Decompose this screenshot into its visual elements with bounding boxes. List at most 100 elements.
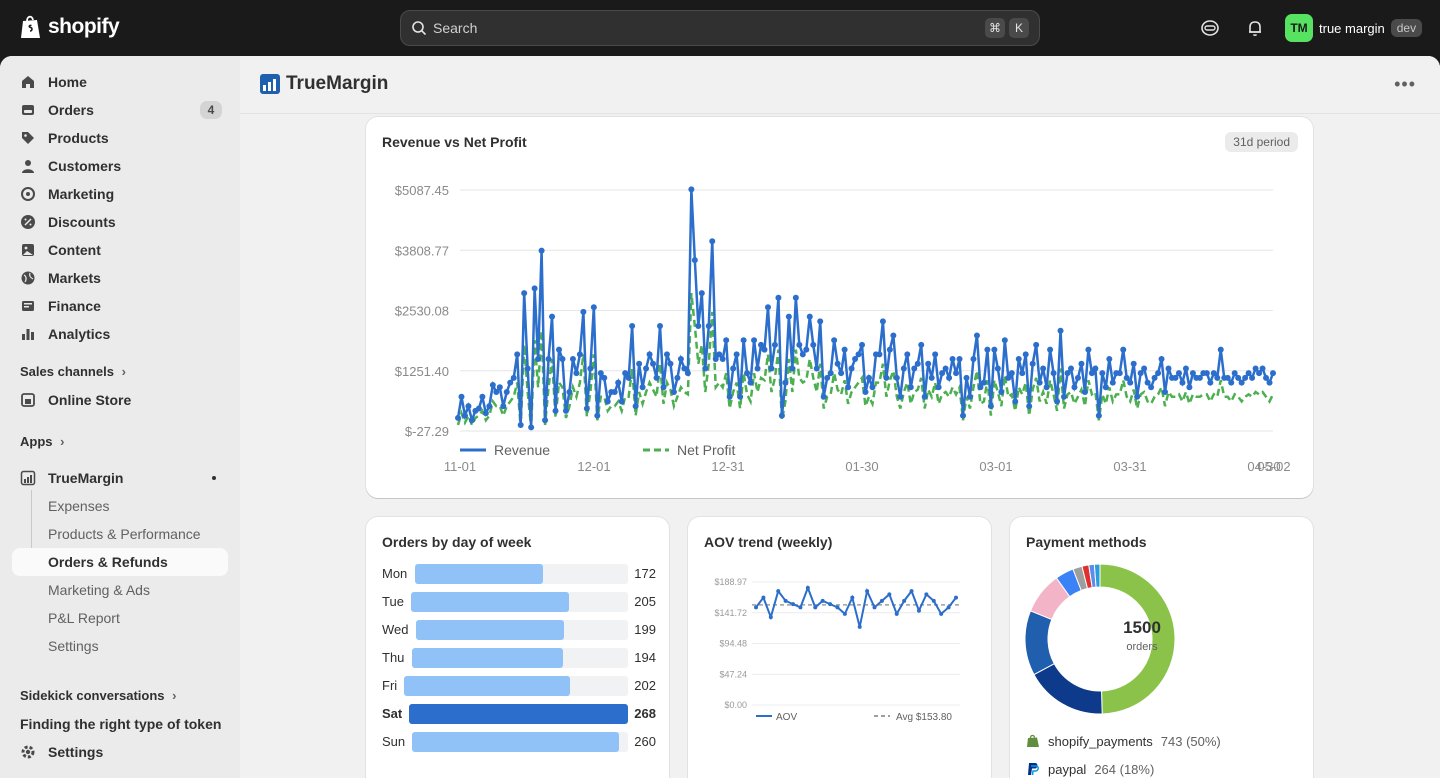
target-icon — [21, 187, 35, 201]
top-bar: shopify Search ⌘ K TM true margin dev — [0, 0, 1440, 56]
sidebar-item-online-store[interactable]: Online Store — [12, 386, 228, 414]
sales-channels-header[interactable]: Sales channels › — [20, 364, 126, 379]
revenue-point — [1172, 374, 1179, 381]
revenue-point — [1151, 374, 1158, 381]
k-key: K — [1009, 18, 1029, 38]
sidebar-item-products[interactable]: Products — [12, 124, 228, 152]
aov-line — [755, 585, 957, 628]
sidekick-icon[interactable] — [1200, 18, 1220, 38]
shopify-logo[interactable]: shopify — [20, 14, 120, 40]
bar-fill — [411, 592, 570, 612]
search-placeholder: Search — [433, 20, 478, 36]
payment-row-shopify: shopify_payments 743 (50%) — [1026, 731, 1221, 751]
revenue-point — [737, 393, 744, 400]
revenue-point — [632, 403, 639, 410]
admin-frame: Home Orders 4 Products Customers Marketi… — [0, 56, 1440, 778]
revenue-point — [510, 374, 517, 381]
bell-icon[interactable] — [1245, 18, 1265, 38]
bar-fill — [404, 676, 570, 696]
x-tick-label: 11-01 — [444, 459, 476, 474]
revenue-point — [956, 356, 963, 363]
aov-card: AOV trend (weekly) $188.97 $141.72 $94.48 $… — [688, 517, 991, 778]
sidebar-item-home[interactable]: Home — [12, 68, 228, 96]
y-tick-label: $3808.77 — [395, 243, 449, 258]
revenue-point — [848, 365, 855, 372]
revenue-point — [705, 323, 712, 330]
sidebar-item-orders[interactable]: Orders 4 — [12, 96, 228, 124]
sidebar-item-settings[interactable]: Settings — [12, 738, 228, 766]
subnav-products-performance[interactable]: Products & Performance — [48, 526, 201, 542]
bar-chart-icon — [22, 329, 34, 340]
apps-header[interactable]: Apps › — [20, 434, 64, 449]
revenue-point — [562, 407, 569, 414]
revenue-point — [500, 403, 507, 410]
aov-point — [872, 605, 877, 610]
revenue-point — [852, 356, 859, 363]
revenue-point — [1127, 379, 1134, 386]
bar-row-thu: Thu 194 — [382, 648, 656, 668]
aov-point — [805, 585, 810, 590]
revenue-point — [629, 323, 636, 330]
revenue-point — [549, 313, 556, 320]
aov-point — [768, 615, 773, 620]
sidebar-item-truemargin[interactable]: TrueMargin — [12, 464, 228, 492]
revenue-point — [970, 356, 977, 363]
revenue-point — [775, 294, 782, 301]
revenue-point — [618, 398, 625, 405]
subnav-marketing-ads[interactable]: Marketing & Ads — [48, 582, 150, 598]
revenue-point — [479, 393, 486, 400]
sidekick-conversation-item[interactable]: Finding the right type of token — [20, 716, 222, 732]
revenue-point — [1256, 370, 1263, 377]
revenue-point — [594, 412, 601, 419]
revenue-point — [817, 318, 824, 325]
revenue-point — [587, 365, 594, 372]
revenue-point — [542, 417, 549, 424]
x-tick-label: 12-01 — [577, 459, 610, 474]
revenue-point — [904, 351, 911, 358]
y-tick-label: $188.97 — [714, 577, 747, 587]
revenue-point — [622, 370, 629, 377]
subnav-expenses[interactable]: Expenses — [48, 498, 110, 514]
y-tick-label: $47.24 — [719, 669, 747, 679]
sidebar-item-content[interactable]: Content — [12, 236, 228, 264]
aov-point — [828, 602, 833, 607]
revenue-point — [1061, 393, 1068, 400]
bar-label: Fri — [382, 678, 398, 693]
revenue-point — [1228, 379, 1235, 386]
search-bar[interactable]: Search ⌘ K — [400, 10, 1040, 46]
sidebar-item-finance[interactable]: Finance — [12, 292, 228, 320]
donut-slice-paypal — [1033, 662, 1103, 715]
revenue-point — [747, 379, 754, 386]
sidebar-item-discounts[interactable]: Discounts — [12, 208, 228, 236]
truemargin-app-icon — [20, 470, 36, 486]
sidebar-item-marketing[interactable]: Marketing — [12, 180, 228, 208]
more-options-icon[interactable]: ••• — [1394, 74, 1416, 94]
sidekick-header[interactable]: Sidekick conversations › — [20, 688, 176, 703]
revenue-point — [953, 370, 960, 377]
revenue-point — [841, 346, 848, 353]
revenue-point — [977, 384, 984, 391]
revenue-point — [782, 379, 789, 386]
sidebar-item-label: Customers — [48, 158, 122, 174]
revenue-point — [946, 374, 953, 381]
revenue-point — [489, 381, 496, 388]
revenue-point — [615, 379, 622, 386]
revenue-point — [663, 351, 670, 358]
sidebar-item-analytics[interactable]: Analytics — [12, 320, 228, 348]
revenue-point — [928, 374, 935, 381]
revenue-point — [604, 398, 611, 405]
sidebar-item-customers[interactable]: Customers — [12, 152, 228, 180]
sidebar-item-markets[interactable]: Markets — [12, 264, 228, 292]
revenue-point — [771, 341, 778, 348]
subnav-pl-report[interactable]: P&L Report — [48, 610, 120, 626]
aov-point — [887, 592, 892, 597]
bar-row-wed: Wed 199 — [382, 620, 656, 640]
revenue-point — [778, 412, 785, 419]
sidebar-item-label: Markets — [48, 270, 101, 286]
subnav-settings[interactable]: Settings — [48, 638, 99, 654]
revenue-point — [517, 422, 524, 429]
user-menu[interactable]: TM true margin dev — [1285, 14, 1423, 42]
subnav-orders-refunds[interactable]: Orders & Refunds — [12, 548, 228, 576]
revenue-point — [827, 370, 834, 377]
env-badge: dev — [1390, 19, 1423, 37]
